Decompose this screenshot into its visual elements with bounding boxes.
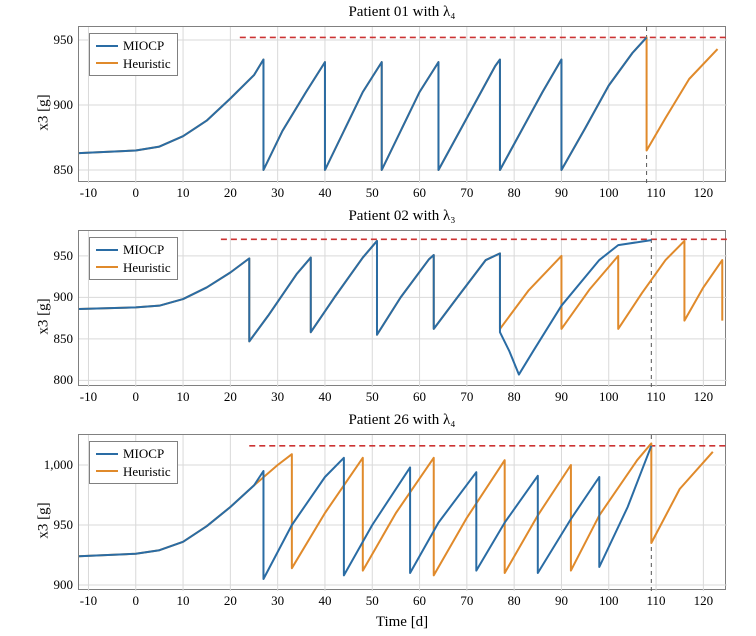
xtick-label: 70 [460,389,473,405]
xtick-label: 80 [508,389,521,405]
xtick-label: 120 [694,593,714,609]
legend-item: MIOCP [96,241,171,259]
legend-swatch [96,470,118,472]
xtick-label: 120 [694,389,714,405]
xtick-label: -10 [80,389,97,405]
xtick-label: -10 [80,593,97,609]
legend-item: MIOCP [96,445,171,463]
xtick-label: 20 [224,389,237,405]
xtick-label: 30 [271,593,284,609]
xtick-label: 100 [599,185,619,201]
xtick-label: 60 [413,593,426,609]
ytick-label: 950 [54,517,74,533]
xtick-label: 70 [460,593,473,609]
legend-item: Heuristic [96,463,171,481]
legend-item: Heuristic [96,55,171,73]
xtick-label: 40 [318,185,331,201]
xtick-label: 40 [318,593,331,609]
xtick-label: 50 [366,593,379,609]
legend-item: Heuristic [96,259,171,277]
xtick-label: 30 [271,389,284,405]
xlabel: Time [d] [78,614,726,631]
legend-label: Heuristic [123,463,171,481]
xtick-label: 0 [133,185,140,201]
xtick-label: 10 [177,389,190,405]
xtick-label: 50 [366,389,379,405]
xtick-label: 120 [694,185,714,201]
xtick-label: 110 [647,185,666,201]
plot-area: 850900950-100102030405060708090100110120… [78,26,726,182]
xtick-label: 100 [599,389,619,405]
panel-title: Patient 01 with λ₄ [78,4,726,21]
xtick-label: 10 [177,185,190,201]
xtick-label: 10 [177,593,190,609]
xtick-label: 70 [460,185,473,201]
panel-title: Patient 26 with λ₄ [78,412,726,429]
legend: MIOCPHeuristic [89,33,178,76]
figure: Patient 01 with λ₄850900950-100102030405… [0,0,756,636]
legend-label: Heuristic [123,55,171,73]
legend-swatch [96,453,118,455]
xtick-label: 60 [413,389,426,405]
xtick-label: 20 [224,593,237,609]
legend-label: MIOCP [123,241,164,259]
legend-swatch [96,62,118,64]
ylabel: x3 [g] [36,502,53,538]
ylabel: x3 [g] [36,94,53,130]
legend-label: Heuristic [123,259,171,277]
xtick-label: 0 [133,593,140,609]
ytick-label: 900 [54,577,74,593]
xtick-label: 90 [555,389,568,405]
legend-swatch [96,249,118,251]
xtick-label: 30 [271,185,284,201]
ytick-label: 1,000 [44,457,73,473]
xtick-label: 60 [413,185,426,201]
ytick-label: 900 [54,97,74,113]
xtick-label: -10 [80,185,97,201]
xtick-label: 40 [318,389,331,405]
xtick-label: 20 [224,185,237,201]
ytick-label: 950 [54,248,74,264]
panel-title: Patient 02 with λ₃ [78,208,726,225]
ytick-label: 850 [54,331,74,347]
xtick-label: 90 [555,185,568,201]
legend-swatch [96,266,118,268]
xtick-label: 80 [508,185,521,201]
ytick-label: 850 [54,162,74,178]
xtick-label: 110 [647,389,666,405]
xtick-label: 110 [647,593,666,609]
plot-area: 9009501,000-1001020304050607080901001101… [78,434,726,590]
legend: MIOCPHeuristic [89,441,178,484]
xtick-label: 80 [508,593,521,609]
xtick-label: 0 [133,389,140,405]
legend-label: MIOCP [123,37,164,55]
xtick-label: 50 [366,185,379,201]
legend: MIOCPHeuristic [89,237,178,280]
ytick-label: 900 [54,289,74,305]
xtick-label: 100 [599,593,619,609]
legend-item: MIOCP [96,37,171,55]
legend-label: MIOCP [123,445,164,463]
legend-swatch [96,45,118,47]
plot-area: 800850900950-100102030405060708090100110… [78,230,726,386]
xtick-label: 90 [555,593,568,609]
ytick-label: 950 [54,32,74,48]
ytick-label: 800 [54,372,74,388]
ylabel: x3 [g] [36,298,53,334]
